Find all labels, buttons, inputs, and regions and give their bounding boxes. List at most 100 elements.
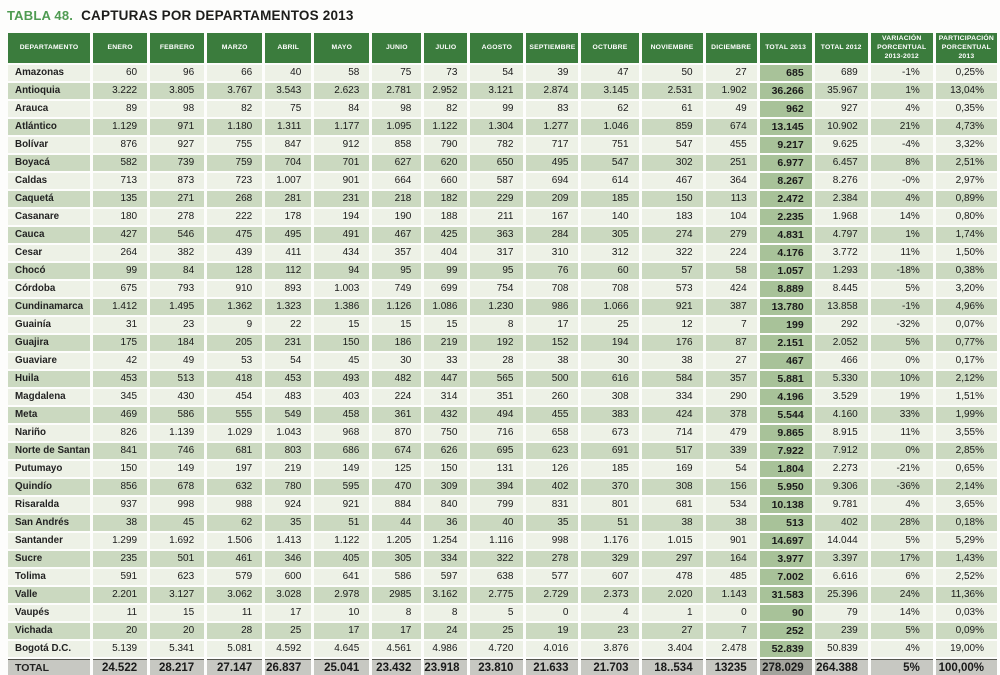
month-value-cell: 167 xyxy=(526,208,579,225)
month-value-cell: 664 xyxy=(372,172,422,189)
total-2012-cell: 4.160 xyxy=(814,406,868,423)
month-value-cell: 403 xyxy=(314,388,370,405)
table-row: Boyacá 582 739 759 704 701 627 620 650 495 547 302 2… xyxy=(8,154,997,171)
table-row: Sucre 235 501 461 346 405 305 334 322 278 329 297 16… xyxy=(8,550,997,567)
month-value-cell: 17 xyxy=(526,316,579,333)
month-value-cell: 84 xyxy=(314,100,370,117)
department-cell: Nariño xyxy=(8,424,91,441)
month-value-cell: 290 xyxy=(705,388,757,405)
month-value-cell: 113 xyxy=(705,190,757,207)
variacion-cell: 11% xyxy=(870,244,933,261)
table-title: TABLA 48. CAPTURAS POR DEPARTAMENTOS 201… xyxy=(7,8,997,23)
total-2012-cell: 79 xyxy=(814,604,868,621)
total-2013-cell: 31.583 xyxy=(759,586,812,603)
header-row: DEPARTAMENTO ENERO FEBRERO MARZO ABRIL MAYO JU… xyxy=(8,33,997,63)
table-body: Amazonas 60 96 66 40 58 75 73 54 39 47 50 27 685 689 -1… xyxy=(8,64,997,675)
month-value-cell: 3.876 xyxy=(581,640,639,657)
month-value-cell: 62 xyxy=(207,514,263,531)
month-value-cell: 910 xyxy=(207,280,263,297)
month-value-cell: 1.122 xyxy=(424,118,468,135)
month-value-cell: 4.016 xyxy=(526,640,579,657)
month-value-cell: 25 xyxy=(581,316,639,333)
month-value-cell: 38 xyxy=(93,514,148,531)
month-value-cell: 178 xyxy=(265,208,312,225)
month-value-cell: 968 xyxy=(314,424,370,441)
month-value-cell: 387 xyxy=(705,298,757,315)
department-cell: Putumayo xyxy=(8,460,91,477)
month-value-cell: 394 xyxy=(470,478,524,495)
total-2013-cell: 685 xyxy=(759,64,812,81)
month-value-cell: 858 xyxy=(372,136,422,153)
month-value-cell: 184 xyxy=(150,334,205,351)
month-value-cell: 28.217 xyxy=(150,658,205,675)
total-2013-cell: 513 xyxy=(759,514,812,531)
month-value-cell: 131 xyxy=(470,460,524,477)
month-value-cell: 12 xyxy=(641,316,703,333)
month-value-cell: 345 xyxy=(93,388,148,405)
month-value-cell: 104 xyxy=(705,208,757,225)
department-cell: Quindío xyxy=(8,478,91,495)
month-value-cell: 27 xyxy=(705,352,757,369)
month-value-cell: 11 xyxy=(93,604,148,621)
table-row: Guajira 175 184 205 231 150 186 219 192 152 194 176… xyxy=(8,334,997,351)
month-value-cell: 15 xyxy=(372,316,422,333)
month-value-cell: 209 xyxy=(526,190,579,207)
month-value-cell: 211 xyxy=(470,208,524,225)
month-value-cell: 95 xyxy=(470,262,524,279)
month-value-cell: 47 xyxy=(581,64,639,81)
table-row: Antioquia 3.222 3.805 3.767 3.543 2.623 2.781 2… xyxy=(8,82,997,99)
month-value-cell: 584 xyxy=(641,370,703,387)
variacion-cell: 19% xyxy=(870,388,933,405)
month-value-cell: 357 xyxy=(372,244,422,261)
month-value-cell: 26.837 xyxy=(265,658,312,675)
month-value-cell: 197 xyxy=(207,460,263,477)
month-value-cell: 1.143 xyxy=(705,586,757,603)
month-value-cell: 1.086 xyxy=(424,298,468,315)
participacion-cell: 11,36% xyxy=(935,586,997,603)
month-value-cell: 755 xyxy=(207,136,263,153)
column-header-departamento: DEPARTAMENTO xyxy=(8,33,91,63)
column-header-15: VARIACIÓN PORCENTUAL 2013-2012 xyxy=(870,33,933,63)
month-value-cell: 222 xyxy=(207,208,263,225)
month-value-cell: 749 xyxy=(372,280,422,297)
variacion-cell: -1% xyxy=(870,64,933,81)
department-cell: Vaupés xyxy=(8,604,91,621)
total-2012-cell: 2.052 xyxy=(814,334,868,351)
total-2012-cell: 25.396 xyxy=(814,586,868,603)
month-value-cell: 75 xyxy=(372,64,422,81)
month-value-cell: 699 xyxy=(424,280,468,297)
month-value-cell: 469 xyxy=(93,406,148,423)
participacion-cell: 13,04% xyxy=(935,82,997,99)
participacion-cell: 0,09% xyxy=(935,622,997,639)
variacion-cell: 21% xyxy=(870,118,933,135)
participacion-cell: 100,00% xyxy=(935,658,997,675)
participacion-cell: 19,00% xyxy=(935,640,997,657)
month-value-cell: 150 xyxy=(424,460,468,477)
month-value-cell: 927 xyxy=(150,136,205,153)
month-value-cell: 623 xyxy=(150,568,205,585)
month-value-cell: 912 xyxy=(314,136,370,153)
total-2012-cell: 3.397 xyxy=(814,550,868,567)
total-2013-cell: 10.138 xyxy=(759,496,812,513)
participacion-cell: 2,14% xyxy=(935,478,997,495)
month-value-cell: 759 xyxy=(207,154,263,171)
month-value-cell: 219 xyxy=(424,334,468,351)
month-value-cell: 38 xyxy=(641,352,703,369)
table-row: Casanare 180 278 222 178 194 190 188 211 167 140 18… xyxy=(8,208,997,225)
month-value-cell: 1.902 xyxy=(705,82,757,99)
total-2012-cell: 4.797 xyxy=(814,226,868,243)
column-header-5: MAYO xyxy=(314,33,370,63)
column-header-6: JUNIO xyxy=(372,33,422,63)
month-value-cell: 597 xyxy=(424,568,468,585)
variacion-cell: 5% xyxy=(870,334,933,351)
month-value-cell: 4 xyxy=(581,604,639,621)
month-value-cell: 15 xyxy=(314,316,370,333)
month-value-cell: 3.028 xyxy=(265,586,312,603)
total-2012-cell: 10.902 xyxy=(814,118,868,135)
month-value-cell: 840 xyxy=(424,496,468,513)
total-2012-cell: 13.858 xyxy=(814,298,868,315)
total-2013-cell: 8.267 xyxy=(759,172,812,189)
month-value-cell: 988 xyxy=(207,496,263,513)
month-value-cell: 1.116 xyxy=(470,532,524,549)
month-value-cell: 546 xyxy=(150,226,205,243)
